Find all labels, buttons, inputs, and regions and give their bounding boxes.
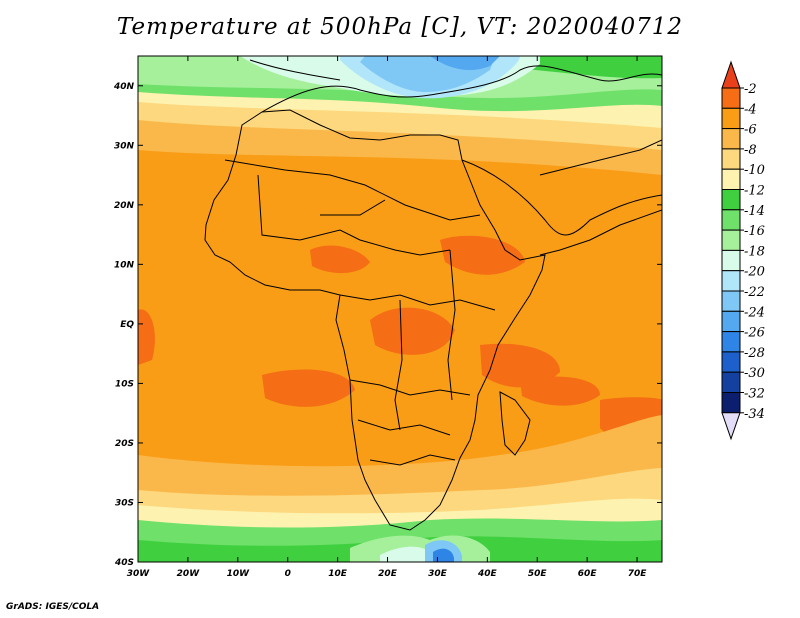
colorbar-label: -14 [744,204,765,219]
colorbar-label: -24 [744,305,765,320]
colorbar-label: -26 [744,326,765,341]
colorbar-label: -4 [744,102,757,117]
y-tick-label: 30S [115,498,134,508]
x-tick-label: 40E [477,569,498,579]
colorbar-swatch [721,270,741,292]
x-tick-label: 0 [285,569,291,579]
colorbar-swatch [721,249,741,272]
y-tick-label: 20N [114,201,135,211]
colorbar-swatch [721,148,741,170]
y-axis: 40N 30N 20N 10N EQ 10S 20S 30S 40S [113,82,662,568]
colorbar-swatch [721,310,741,333]
colorbar-top-arrow [721,60,741,89]
colorbar-label: -18 [744,244,765,259]
temperature-field [138,56,662,562]
y-tick-label: 40S [114,558,134,568]
grads-credit: GrADS: IGES/COLA [6,602,100,612]
map-frame [137,55,663,563]
colorbar-swatch [721,209,741,231]
x-axis: 30W 20W 10W 0 10E 20E 30E 40E 50E 60E 70E [127,56,647,579]
colorbar-swatch [721,371,741,394]
colorbar-swatch [721,87,741,109]
colorbar-label: -2 [744,82,757,97]
colorbar-label: -30 [744,366,765,381]
x-tick-label: 30E [428,569,448,579]
colorbar-label: -34 [744,407,765,422]
colorbar-label: -6 [744,123,757,138]
x-tick-label: 20E [378,569,398,579]
x-tick-label: 70E [628,569,648,579]
colorbar-label: -22 [744,285,765,300]
colorbar-label: -10 [744,163,765,178]
y-tick-label: 30N [114,141,135,151]
colorbar-swatch [721,331,741,353]
coastlines [204,59,662,531]
x-tick-label: 10W [227,569,251,579]
colorbar-label: -32 [744,387,765,402]
colorbar-swatch [721,229,741,251]
y-tick-label: EQ [120,320,134,330]
colorbar: -2 -4 -6 -8 -10 -12 -14 -16 -18 -20 -22 -24 -26 -28 -3… [721,60,765,441]
colorbar-bottom-arrow [721,412,741,441]
x-tick-label: 30W [127,569,151,579]
y-tick-label: 10N [114,260,135,270]
colorbar-swatch [721,392,741,414]
y-tick-label: 20S [115,439,134,449]
colorbar-label: -20 [744,265,765,280]
x-tick-label: 20W [177,569,201,579]
x-tick-label: 10E [328,569,348,579]
y-tick-label: 10S [115,379,134,389]
colorbar-swatch [721,351,741,373]
colorbar-swatch [721,128,741,150]
map-title: Temperature at 500hPa [C], VT: 202004071… [116,14,684,40]
colorbar-label: -16 [744,224,765,239]
colorbar-swatch [721,189,741,211]
colorbar-label: -12 [744,184,765,199]
colorbar-swatch [721,107,741,130]
colorbar-swatch [721,290,741,312]
colorbar-swatch [721,168,741,190]
x-tick-label: 60E [578,569,598,579]
colorbar-label: -28 [744,346,765,361]
colorbar-label: -8 [744,143,757,158]
y-tick-label: 40N [113,82,135,92]
x-tick-label: 50E [528,569,548,579]
